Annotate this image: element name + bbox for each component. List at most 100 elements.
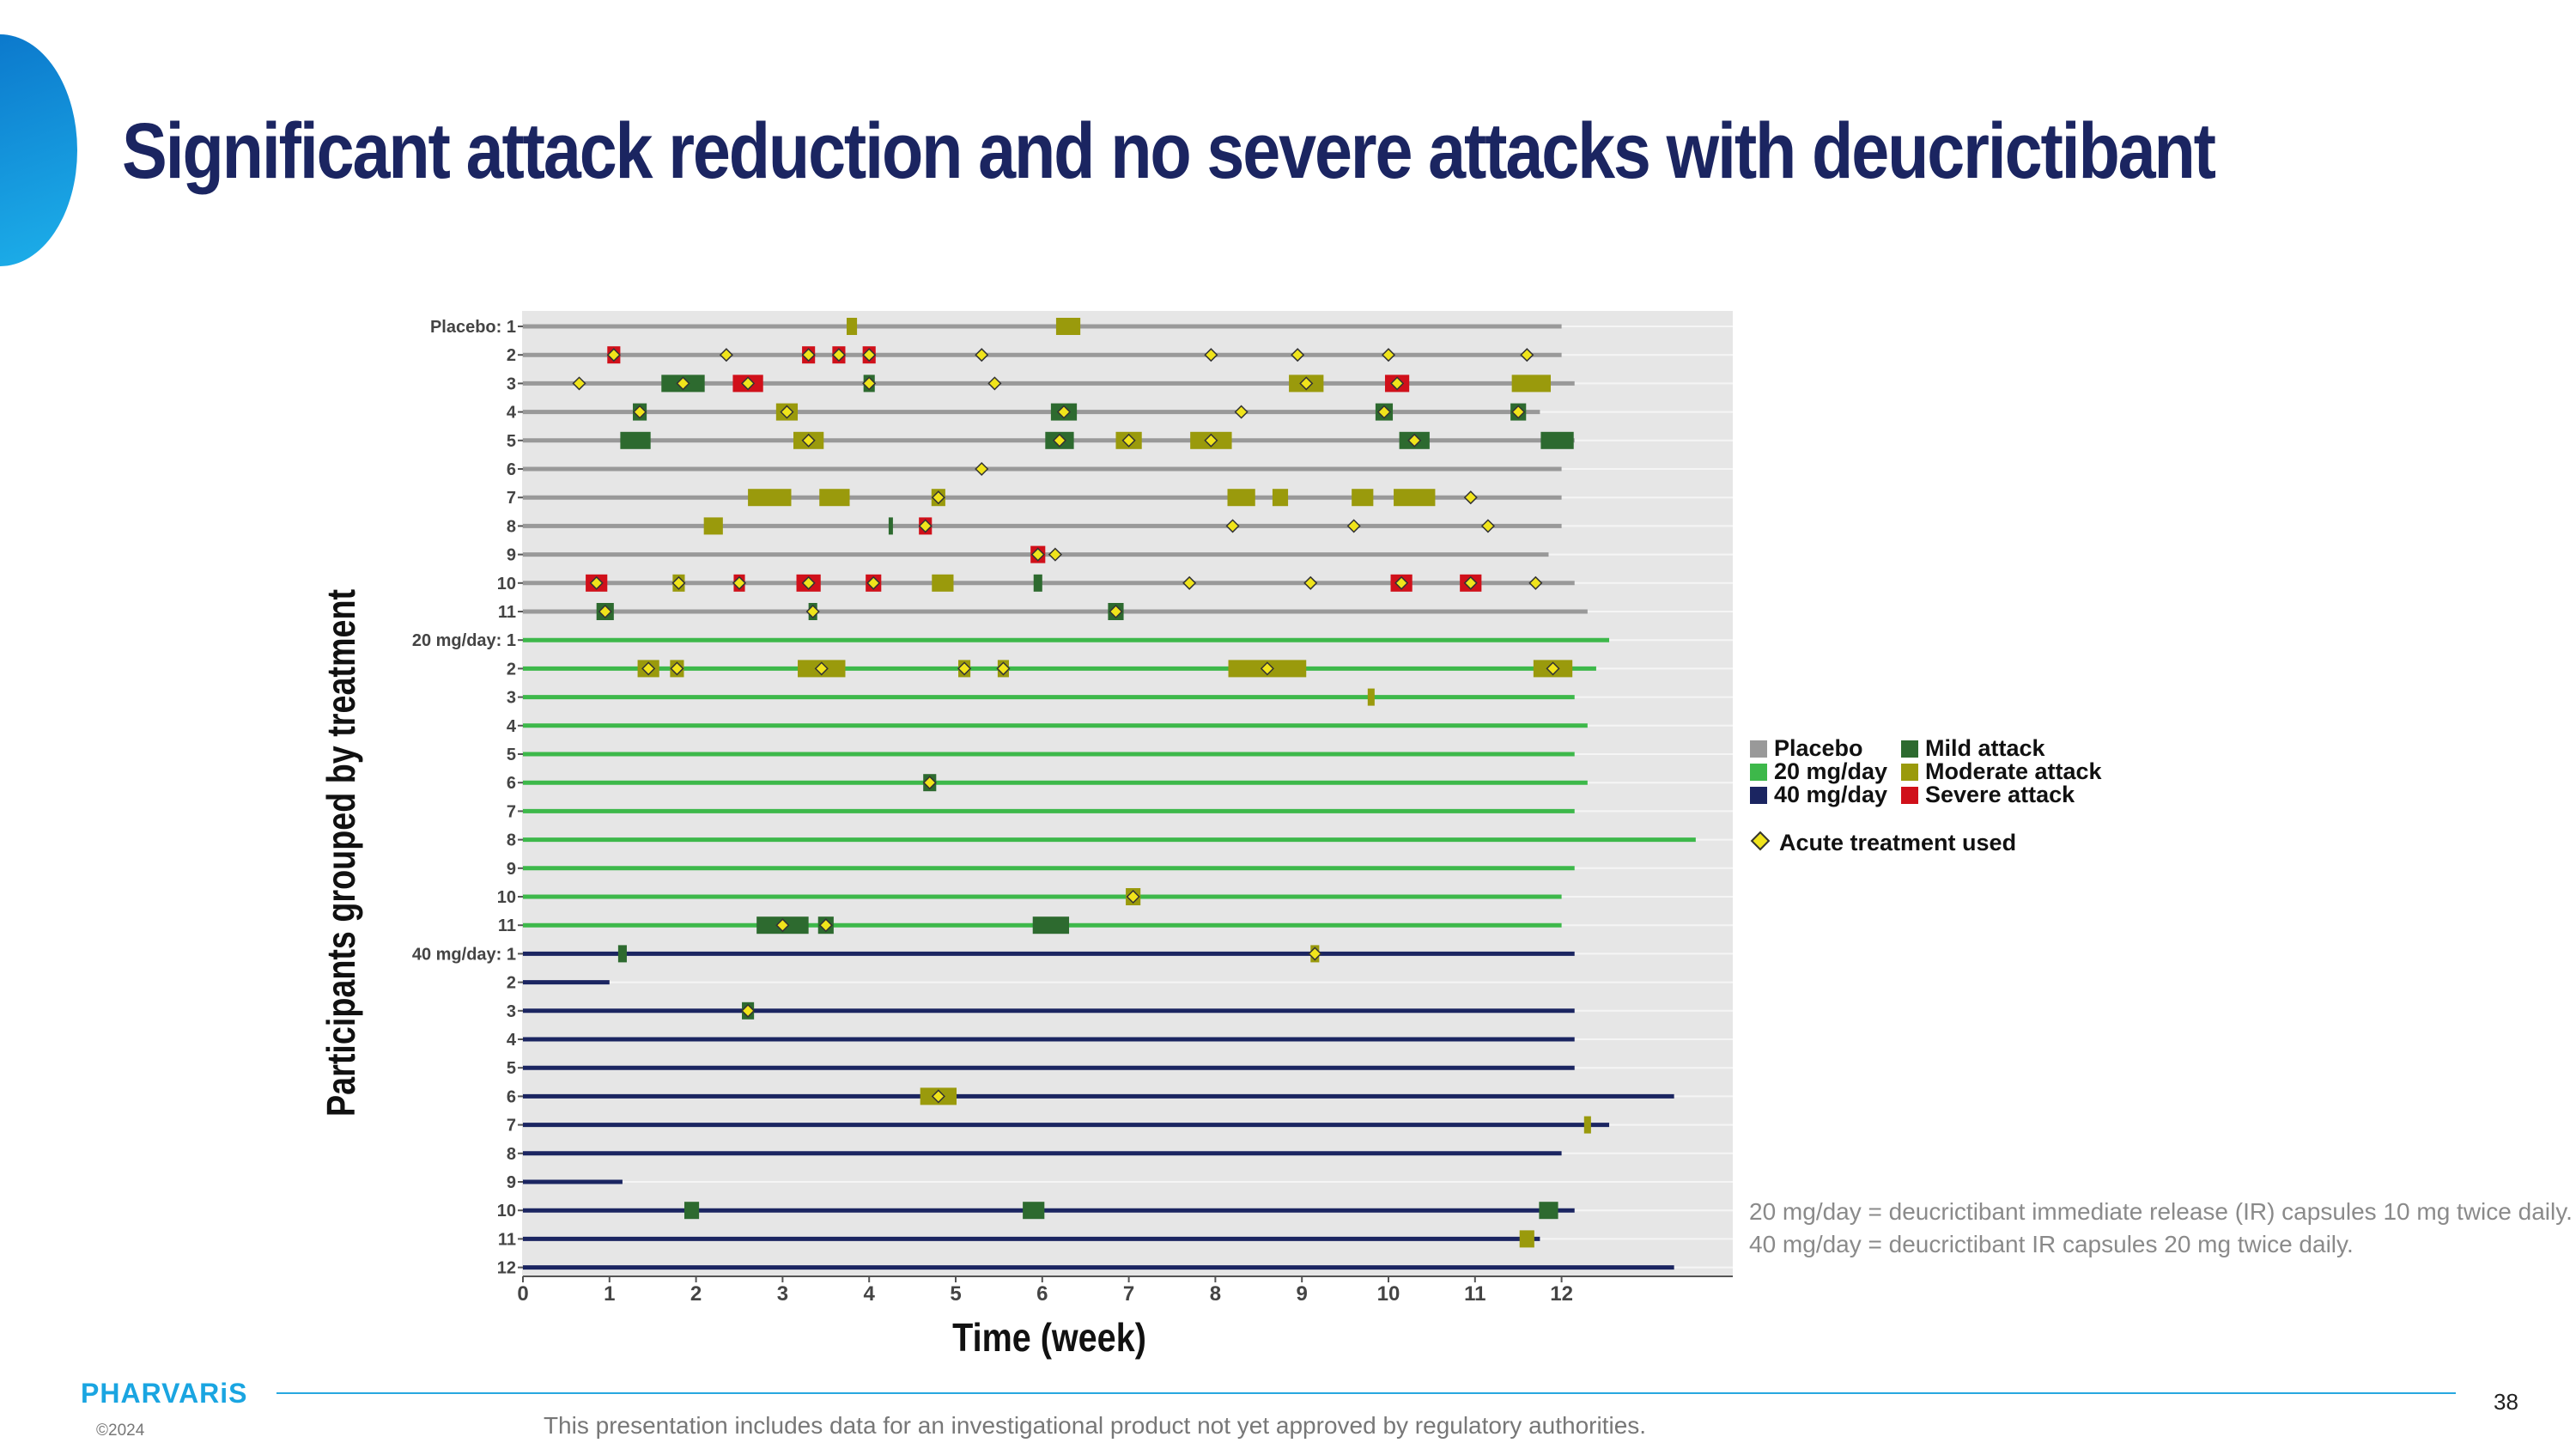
moderate-attack-bar bbox=[1055, 318, 1081, 335]
acute-treatment-marker bbox=[1052, 433, 1067, 447]
acute-treatment-marker bbox=[1299, 376, 1314, 391]
acute-treatment-marker bbox=[1303, 575, 1318, 590]
acute-treatment-marker bbox=[931, 490, 945, 505]
slide-title: Significant attack reduction and no seve… bbox=[122, 107, 2216, 195]
moderate-attack-bar bbox=[1352, 489, 1374, 507]
acute-treatment-marker bbox=[1308, 947, 1322, 961]
y-axis-title: Participants grouped by treatment bbox=[319, 588, 363, 1117]
participant-label: 11 bbox=[498, 1230, 516, 1249]
participant-label: 3 bbox=[507, 689, 516, 708]
x-tick-label: 4 bbox=[864, 1282, 876, 1306]
participant-label: 3 bbox=[507, 374, 516, 393]
mild-attack-bar bbox=[1540, 431, 1574, 449]
participant-label: 11 bbox=[498, 916, 516, 935]
participant-label: 2 bbox=[507, 660, 516, 679]
participant-label: 10 bbox=[497, 1202, 516, 1221]
acute-treatment-marker bbox=[1346, 519, 1361, 533]
legend-label: Moderate attack bbox=[1925, 758, 2102, 784]
disclaimer: This presentation includes data for an i… bbox=[543, 1412, 1647, 1439]
acute-treatment-marker bbox=[801, 575, 816, 590]
legend-label: 40 mg/day bbox=[1774, 782, 1888, 807]
legend-item-acute: Acute treatment used bbox=[1750, 831, 2016, 855]
legend-swatch bbox=[1901, 740, 1918, 758]
legend-item-placebo: Placebo bbox=[1750, 736, 1863, 760]
legend-swatch bbox=[1750, 787, 1767, 804]
page-number: 38 bbox=[2494, 1389, 2518, 1415]
participant-label: 40 mg/day: 1 bbox=[412, 945, 516, 964]
acute-treatment-marker bbox=[741, 1003, 756, 1018]
mild-attack-bar bbox=[1032, 916, 1070, 935]
participant-label: 9 bbox=[507, 860, 516, 879]
acute-treatment-marker bbox=[975, 348, 989, 362]
mild-attack-bar bbox=[683, 1202, 700, 1220]
moderate-attack-bar bbox=[1519, 1230, 1534, 1248]
mild-attack-bar bbox=[620, 431, 651, 449]
moderate-attack-bar bbox=[1367, 688, 1375, 706]
acute-treatment-marker bbox=[1121, 433, 1136, 447]
participant-label: 2 bbox=[507, 974, 516, 993]
acute-treatment-marker bbox=[987, 376, 1002, 391]
x-axis-title: Time (week) bbox=[952, 1315, 1146, 1360]
acute-treatment-marker bbox=[775, 918, 790, 933]
moderate-attack-bar bbox=[819, 489, 850, 507]
acute-treatment-marker bbox=[732, 575, 747, 590]
legend-label: Acute treatment used bbox=[1779, 830, 2017, 855]
acute-treatment-marker bbox=[862, 348, 877, 362]
x-tick-label: 5 bbox=[950, 1282, 961, 1306]
acute-treatment-marker bbox=[996, 661, 1011, 676]
moderate-attack-bar bbox=[748, 489, 792, 507]
participant-label: 4 bbox=[507, 1031, 517, 1050]
mild-attack-bar bbox=[1033, 574, 1042, 592]
acute-treatment-marker bbox=[1291, 348, 1305, 362]
legend-label: Mild attack bbox=[1925, 735, 2045, 761]
acute-treatment-marker bbox=[1126, 889, 1140, 904]
legend-item-moderate: Moderate attack bbox=[1901, 759, 2102, 783]
x-tick-label: 6 bbox=[1036, 1282, 1048, 1306]
acute-treatment-marker bbox=[1376, 405, 1392, 419]
acute-diamond-icon bbox=[1750, 831, 1771, 851]
legend-swatch bbox=[1750, 740, 1767, 758]
plot-background bbox=[522, 311, 1733, 1276]
participant-label: 3 bbox=[507, 1002, 516, 1021]
acute-treatment-marker bbox=[633, 405, 647, 419]
attack-events bbox=[572, 318, 1591, 1248]
x-tick-label: 1 bbox=[604, 1282, 615, 1306]
x-tick-label: 3 bbox=[777, 1282, 788, 1306]
legend-item-mild: Mild attack bbox=[1901, 736, 2045, 760]
legend-item-severe: Severe attack bbox=[1901, 782, 2075, 807]
participant-labels: Placebo: 1 2 3 4 5 6 7 8 9 10 11 20 mg/day: 1 2 3 4 5 6 7… bbox=[412, 318, 523, 1278]
participant-label: 11 bbox=[498, 603, 516, 622]
moderate-attack-bar bbox=[1227, 489, 1255, 507]
moderate-attack-bar bbox=[932, 574, 954, 592]
acute-treatment-marker bbox=[818, 918, 833, 933]
participant-label: 6 bbox=[507, 1087, 516, 1106]
legend-item-40mg: 40 mg/day bbox=[1750, 782, 1887, 807]
moderate-attack-bar bbox=[1272, 489, 1289, 507]
acute-treatment-marker bbox=[866, 575, 881, 590]
footer-divider bbox=[276, 1392, 2456, 1394]
acute-treatment-marker bbox=[1394, 575, 1409, 590]
acute-treatment-marker bbox=[1463, 575, 1478, 590]
copyright: ©2024 bbox=[96, 1422, 145, 1440]
acute-treatment-marker bbox=[814, 661, 829, 676]
legend-label: Severe attack bbox=[1925, 782, 2075, 807]
x-tick-label: 10 bbox=[1377, 1282, 1400, 1306]
x-tick-label: 11 bbox=[1464, 1282, 1485, 1306]
participant-label: 8 bbox=[507, 831, 516, 850]
acute-treatment-marker bbox=[1407, 433, 1422, 447]
acute-treatment-marker bbox=[918, 519, 933, 533]
participant-label: 9 bbox=[507, 1173, 516, 1192]
participant-label: Placebo: 1 bbox=[430, 318, 516, 337]
acute-treatment-marker bbox=[1463, 490, 1478, 505]
acute-treatment-marker bbox=[1056, 405, 1072, 419]
moderate-attack-bar bbox=[1511, 374, 1551, 393]
participant-label: 6 bbox=[507, 774, 516, 793]
participant-label: 20 mg/day: 1 bbox=[412, 631, 516, 650]
x-tick-label: 8 bbox=[1210, 1282, 1221, 1306]
acute-treatment-marker bbox=[572, 376, 586, 391]
participant-label: 5 bbox=[507, 1059, 516, 1078]
legend-swatch bbox=[1901, 764, 1918, 781]
acute-treatment-marker bbox=[862, 376, 877, 391]
acute-treatment-marker bbox=[1390, 376, 1405, 391]
acute-treatment-marker bbox=[1511, 405, 1526, 419]
